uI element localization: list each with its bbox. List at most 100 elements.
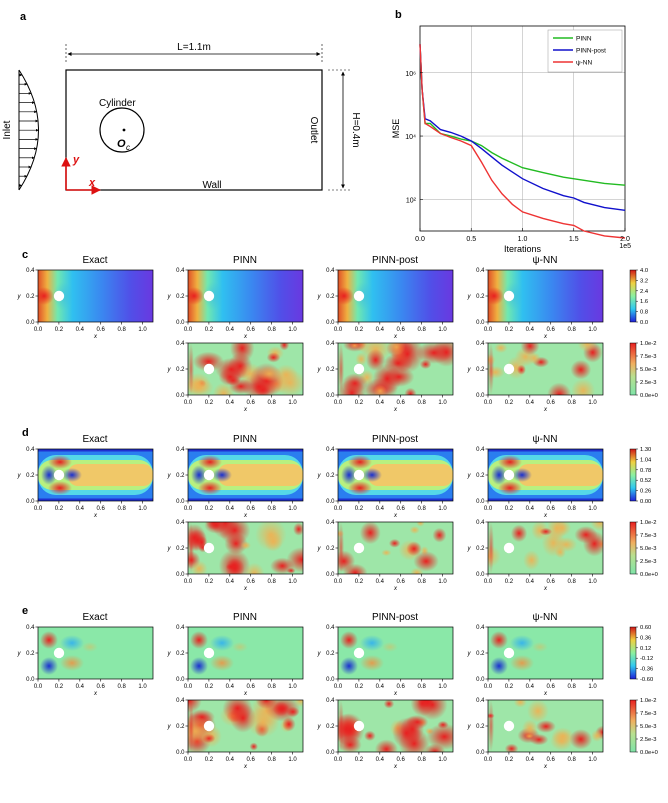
y-tick-label: 0.4 — [176, 698, 185, 704]
x-tick-label: 0.4 — [76, 506, 85, 512]
x-tick-label: 0.0 — [184, 506, 193, 512]
column-title: ψ-NN — [533, 434, 558, 445]
x-axis-label: x — [88, 177, 96, 189]
x-tick-label: 1.0 — [288, 400, 297, 406]
y-tick-label: 10⁴ — [405, 134, 416, 141]
y-tick-label: 0.0 — [326, 499, 335, 505]
y-tick-label: 0.0 — [326, 572, 335, 578]
x-tick-label: 1.0 — [588, 400, 597, 406]
x-tick-label: 0.6 — [397, 327, 406, 333]
x-axis-title: x — [243, 407, 248, 413]
x-tick-label: 0.6 — [397, 757, 406, 763]
x-tick-label: 0.2 — [505, 327, 514, 333]
y-tick-label: 0.0 — [326, 393, 335, 399]
x-axis-title: x — [243, 334, 248, 340]
panel-a: a L=1.1m H=0.4m Cylinder O c Wall Outlet… — [2, 11, 361, 195]
x-tick-label: 1.0 — [138, 506, 147, 512]
x-tick-label: 1.0 — [588, 684, 597, 690]
x-tick-label: 0.2 — [55, 327, 64, 333]
x-tick-label: 0.8 — [567, 400, 576, 406]
x-tick-label: 0.6 — [397, 506, 406, 512]
x-tick-label: 0.6 — [547, 327, 556, 333]
field-image — [338, 627, 453, 679]
y-tick-label: 0.0 — [476, 572, 485, 578]
x-tick-label: 0.8 — [417, 757, 426, 763]
y-axis-title: y — [17, 651, 22, 657]
height-label: H=0.4m — [350, 112, 361, 147]
panel-d-letter: d — [22, 427, 29, 439]
x-tick-label: 0.4 — [526, 327, 535, 333]
x-tick-label: 0.6 — [547, 506, 556, 512]
field-image — [188, 627, 303, 679]
error-image — [338, 343, 453, 395]
y-tick-label: 0.4 — [326, 698, 335, 704]
value-colorbar — [629, 448, 637, 502]
x-tick-label: 0.8 — [567, 506, 576, 512]
field-image — [488, 627, 603, 679]
cylinder-mask — [53, 290, 65, 302]
y-tick-label: 0.4 — [176, 341, 185, 347]
y-tick-label: 0.0 — [26, 320, 35, 326]
x-tick-label: 0.8 — [417, 400, 426, 406]
y-tick-label: 0.2 — [176, 294, 185, 300]
y-tick-label: 0.0 — [476, 320, 485, 326]
x-tick-label: 1.0 — [288, 327, 297, 333]
x-axis-title: Iterations — [504, 244, 542, 254]
y-tick-label: 0.0 — [176, 393, 185, 399]
x-tick-label: 0.0 — [184, 684, 193, 690]
y-tick-label: 0.4 — [326, 341, 335, 347]
y-axis-title: y — [17, 473, 22, 479]
panel-e: e Exact 0.0 0.2 0.4 0.6 0.8 1.0 0.0 0.2 0.4 x y PINN… — [17, 605, 658, 770]
colorbar-label: -0.12 — [640, 656, 653, 662]
y-tick-label: 0.2 — [326, 367, 335, 373]
x-axis-title: x — [543, 334, 548, 340]
colorbar-label: 1.30 — [640, 447, 651, 453]
y-tick-label: 0.4 — [476, 698, 485, 704]
colorbar-label: 2.5e-3 — [640, 559, 656, 565]
x-tick-label: 0.0 — [334, 579, 343, 585]
y-axis-title: y — [167, 651, 172, 657]
error-colorbar — [629, 521, 637, 575]
y-tick-label: 0.0 — [176, 677, 185, 683]
x-tick-label: 0.8 — [267, 757, 276, 763]
field-image — [188, 449, 303, 501]
x-tick-label: 0.0 — [334, 684, 343, 690]
colorbar-label: 7.5e-3 — [640, 354, 656, 360]
colorbar-label: 1.0e-2 — [640, 520, 656, 526]
x-tick-label: 0.5 — [466, 236, 476, 243]
y-tick-label: 0.2 — [176, 546, 185, 552]
y-tick-label: 0.2 — [476, 546, 485, 552]
x-axis-title: x — [243, 513, 248, 519]
x-tick-label: 0.6 — [247, 506, 256, 512]
x-tick-label: 0.6 — [547, 684, 556, 690]
x-tick-label: 0.4 — [226, 506, 235, 512]
x-tick-label: 0.2 — [355, 327, 364, 333]
series-pinn-post-line — [419, 44, 626, 211]
y-tick-label: 0.4 — [26, 625, 35, 631]
y-axis-title: y — [167, 724, 172, 730]
y-axis-title: MSE — [391, 119, 401, 139]
cylinder-mask — [203, 720, 215, 732]
x-tick-label: 1.0 — [518, 236, 528, 243]
y-tick-label: 0.0 — [176, 572, 185, 578]
cylinder-mask — [353, 290, 365, 302]
x-tick-label: 0.0 — [334, 757, 343, 763]
y-tick-label: 0.2 — [326, 651, 335, 657]
x-tick-label: 0.2 — [355, 506, 364, 512]
x-tick-label: 0.0 — [484, 684, 493, 690]
error-image — [188, 700, 303, 752]
x-tick-label: 0.2 — [55, 506, 64, 512]
x-tick-label: 0.8 — [117, 327, 126, 333]
y-axis-title: y — [467, 651, 472, 657]
x-tick-label: 0.4 — [526, 757, 535, 763]
x-tick-label: 0.4 — [76, 327, 85, 333]
x-axis-title: x — [393, 407, 398, 413]
x-tick-label: 1.0 — [138, 327, 147, 333]
column-title: PINN-post — [372, 434, 418, 445]
x-tick-label: 0.6 — [97, 327, 106, 333]
y-tick-label: 0.2 — [476, 651, 485, 657]
y-tick-label: 0.2 — [176, 651, 185, 657]
field-image — [488, 449, 603, 501]
